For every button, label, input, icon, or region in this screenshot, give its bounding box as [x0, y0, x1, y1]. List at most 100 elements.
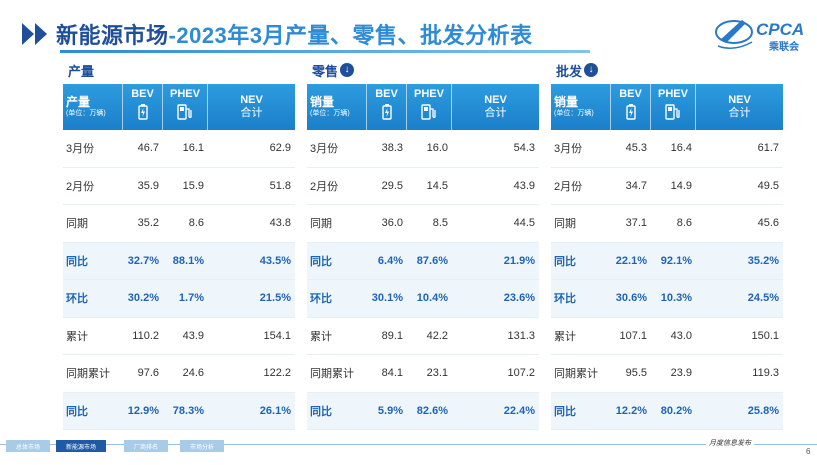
row-label: 同比 [310, 405, 332, 418]
header-row-label: 产量 (单位：万辆) [63, 84, 123, 130]
cell-phev: 42.2 [426, 329, 448, 342]
header-nev-sub: 合计 [240, 107, 263, 119]
cell-phev: 1.7% [178, 292, 204, 305]
cell-nev: 43.9 [513, 179, 535, 192]
title-underline [60, 50, 590, 53]
header-nev-label: NEV [728, 94, 751, 106]
row-label: 3月份 [310, 143, 339, 156]
table-row: 同比 12.9% 78.3% 26.1% [63, 392, 295, 430]
footer-tab-market-analysis[interactable]: 市场分析 [180, 440, 224, 452]
table-row: 2月份 35.9 15.9 51.8 [63, 168, 295, 205]
cell-phev: 16.0 [426, 142, 448, 155]
page-title-sub: -2023年3月产量、零售、批发分析表 [168, 23, 533, 48]
cell-phev: 92.1% [660, 254, 692, 267]
panel-retail: 零售 ↓ 销量 (单位：万辆) BEV PHEV NEV 合计 3月份 38.3 16.0 54.3 2… [307, 60, 539, 430]
header-nev-sub: 合计 [728, 107, 751, 119]
row-label: 同比 [66, 405, 88, 418]
hybrid-fuel-icon [665, 104, 680, 120]
row-label: 同比 [554, 255, 576, 268]
table-row: 同比 5.9% 82.6% 22.4% [307, 392, 539, 430]
header-bev: BEV [611, 84, 651, 130]
table-row: 同比 22.1% 92.1% 35.2% [551, 242, 783, 280]
cell-bev: 95.5 [625, 367, 647, 380]
table-row: 同期 36.0 8.5 44.5 [307, 205, 539, 243]
cell-nev: 62.9 [269, 142, 291, 155]
cell-phev: 88.1% [172, 254, 204, 267]
row-label: 同期 [310, 218, 332, 231]
down-arrow-icon: ↓ [340, 63, 355, 77]
cell-nev: 154.1 [263, 329, 291, 342]
cell-bev: 30.2% [127, 292, 159, 305]
row-label: 同比 [554, 405, 576, 418]
table-row: 同期 35.2 8.6 43.8 [63, 205, 295, 243]
cell-bev: 107.1 [619, 329, 647, 342]
footer-nav: 总体市场 新能源市场 厂商排名 市场分析 月度信息发布 [0, 438, 817, 452]
cell-phev: 15.9 [182, 179, 204, 192]
cell-bev: 5.9% [377, 404, 403, 417]
table-row: 累计 107.1 43.0 150.1 [551, 318, 783, 355]
panel-heading-label: 批发 [556, 63, 583, 79]
cell-bev: 22.1% [615, 254, 647, 267]
row-label: 累计 [554, 330, 576, 343]
cell-bev: 34.7 [625, 179, 647, 192]
header-phev: PHEV [651, 84, 696, 130]
cell-nev: 150.1 [751, 329, 779, 342]
cell-nev: 122.2 [263, 367, 291, 380]
cell-bev: 32.7% [127, 254, 159, 267]
panel-heading-label: 零售 [312, 63, 339, 79]
cell-phev: 10.3% [660, 292, 692, 305]
cell-nev: 25.8% [747, 404, 779, 417]
cell-nev: 131.3 [507, 329, 535, 342]
table-row: 3月份 38.3 16.0 54.3 [307, 130, 539, 168]
cell-bev: 30.6% [615, 292, 647, 305]
row-label: 同比 [310, 255, 332, 268]
row-label: 同期 [554, 218, 576, 231]
row-label: 同期累计 [66, 368, 110, 381]
table-header: 产量 (单位：万辆) BEV PHEV NEV 合计 [63, 84, 295, 130]
row-label: 2月份 [554, 180, 583, 193]
header-nev-sub: 合计 [484, 107, 507, 119]
header-nev: NEV 合计 [452, 84, 539, 130]
cell-nev: 43.5% [259, 254, 291, 267]
page-title-main: 新能源市场 [56, 23, 169, 48]
cell-nev: 45.6 [757, 217, 779, 230]
cell-nev: 24.5% [747, 292, 779, 305]
header-bev: BEV [367, 84, 407, 130]
page-title-bar: 新能源市场-2023年3月产量、零售、批发分析表 [22, 14, 533, 54]
footer-tab-nev-market[interactable]: 新能源市场 [56, 440, 106, 452]
header-row-title: 产量 [66, 95, 91, 109]
cell-phev: 14.9 [670, 179, 692, 192]
row-label: 累计 [66, 330, 88, 343]
footer-tab-manufacturer-ranking[interactable]: 厂商排名 [124, 440, 168, 452]
cell-bev: 29.5 [381, 179, 403, 192]
logo-text: CPCA [756, 20, 805, 39]
cell-phev: 16.4 [670, 142, 692, 155]
cell-bev: 36.0 [381, 217, 403, 230]
row-label: 累计 [310, 330, 332, 343]
header-bev-label: BEV [619, 88, 642, 100]
row-label: 同期 [66, 218, 88, 231]
cell-bev: 110.2 [132, 329, 159, 342]
panel-heading-label: 产量 [68, 63, 95, 79]
header-nev: NEV 合计 [208, 84, 295, 130]
cell-phev: 14.5 [426, 179, 448, 192]
cell-phev: 23.1 [426, 367, 448, 380]
footer-publisher: 月度信息发布 [706, 438, 754, 448]
header-phev-label: PHEV [658, 88, 688, 100]
cell-nev: 44.5 [513, 217, 535, 230]
row-label: 同比 [66, 255, 88, 268]
footer-tab-overall-market[interactable]: 总体市场 [6, 440, 50, 452]
down-arrow-icon: ↓ [584, 63, 599, 77]
header-phev-label: PHEV [414, 88, 444, 100]
row-label: 3月份 [66, 143, 95, 156]
cell-phev: 16.1 [182, 142, 204, 155]
cell-phev: 8.6 [188, 217, 204, 230]
cell-nev: 119.3 [752, 367, 779, 380]
page-number: 6 [806, 447, 811, 456]
table-row: 环比 30.6% 10.3% 24.5% [551, 280, 783, 318]
cell-bev: 37.1 [625, 217, 647, 230]
panel-heading: 批发 ↓ [551, 60, 783, 80]
panel-production: 产量 产量 (单位：万辆) BEV PHEV NEV 合计 3月份 46.7 16.1 62.9 2月… [63, 60, 295, 430]
cell-nev: 61.7 [757, 142, 779, 155]
cell-phev: 43.0 [670, 329, 692, 342]
